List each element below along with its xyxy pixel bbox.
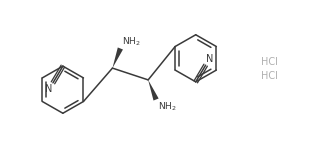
Text: NH$_2$: NH$_2$ (158, 100, 177, 113)
Text: HCl: HCl (261, 57, 278, 67)
Polygon shape (148, 80, 159, 100)
Polygon shape (113, 48, 123, 68)
Text: HCl: HCl (261, 71, 278, 81)
Text: N: N (45, 84, 53, 94)
Text: N: N (206, 54, 213, 64)
Text: NH$_2$: NH$_2$ (122, 35, 141, 48)
